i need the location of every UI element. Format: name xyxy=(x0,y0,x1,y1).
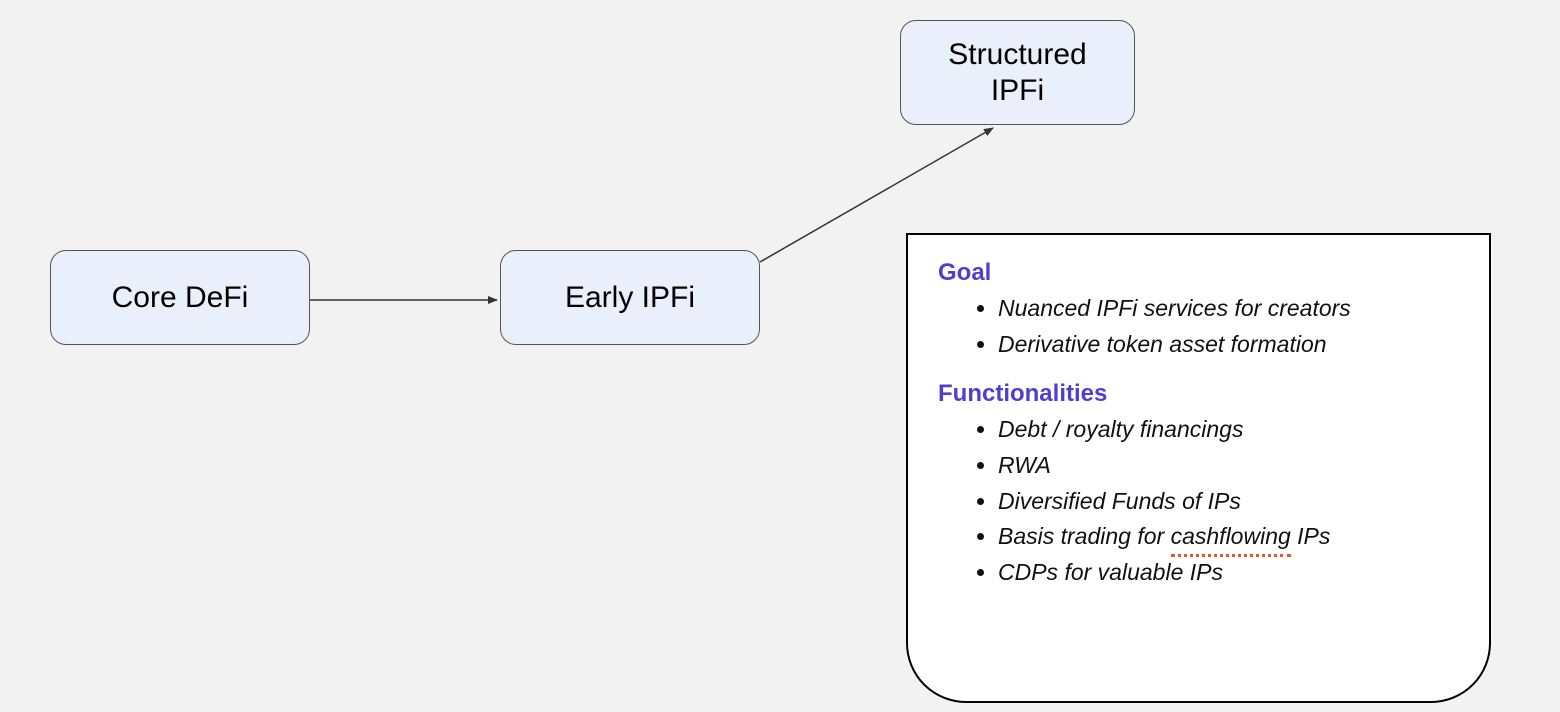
list-item: CDPs for valuable IPs xyxy=(998,555,1459,591)
list-item-text: Basis trading for cashflowing IPs xyxy=(998,523,1330,549)
node-core-defi: Core DeFi xyxy=(50,250,310,345)
list-item: Diversified Funds of IPs xyxy=(998,484,1459,520)
node-label: Early IPFi xyxy=(565,280,695,316)
list-item: Basis trading for cashflowing IPs xyxy=(998,519,1459,555)
list-item: Derivative token asset formation xyxy=(998,327,1459,363)
section-heading-functionalities: Functionalities xyxy=(938,380,1459,408)
list-item: Debt / royalty financings xyxy=(998,412,1459,448)
goal-list: Nuanced IPFi services for creators Deriv… xyxy=(998,291,1459,362)
node-label: StructuredIPFi xyxy=(948,37,1086,109)
section-heading-goal: Goal xyxy=(938,259,1459,287)
node-structured-ipfi: StructuredIPFi xyxy=(900,20,1135,125)
info-panel: Goal Nuanced IPFi services for creators … xyxy=(906,233,1491,703)
list-item: Nuanced IPFi services for creators xyxy=(998,291,1459,327)
node-label: Core DeFi xyxy=(112,280,249,316)
list-item: RWA xyxy=(998,448,1459,484)
functionalities-list: Debt / royalty financings RWA Diversifie… xyxy=(998,412,1459,590)
spellcheck-underline: cashflowing xyxy=(1171,519,1291,555)
node-early-ipfi: Early IPFi xyxy=(500,250,760,345)
